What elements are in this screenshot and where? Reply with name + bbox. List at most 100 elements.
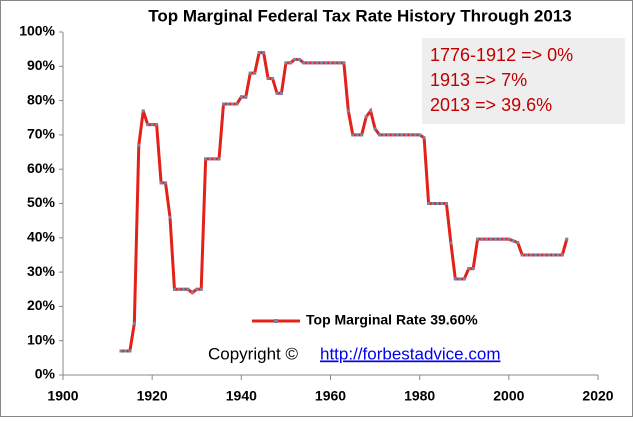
marker: [493, 237, 497, 241]
marker: [489, 237, 493, 241]
marker: [355, 133, 359, 137]
marker: [471, 267, 475, 271]
marker: [516, 241, 520, 245]
x-tick-label: 2020: [582, 388, 613, 404]
marker: [288, 61, 292, 65]
marker: [498, 237, 502, 241]
marker: [244, 95, 248, 99]
marker: [279, 91, 283, 95]
marker: [436, 202, 439, 205]
marker: [186, 287, 190, 291]
marker: [226, 102, 230, 106]
marker: [168, 215, 172, 219]
marker: [159, 181, 163, 185]
marker: [132, 322, 136, 326]
y-tick-label: 90%: [27, 57, 56, 73]
marker: [547, 253, 551, 257]
marker: [502, 237, 506, 241]
annotation: 1913 => 7%: [430, 70, 527, 90]
legend-label: Top Marginal Rate 39.60%: [306, 312, 478, 328]
marker: [119, 349, 123, 353]
annotation-box: [422, 38, 625, 124]
marker: [458, 277, 462, 281]
marker: [248, 71, 252, 75]
marker: [395, 133, 399, 137]
marker: [418, 133, 422, 137]
marker: [204, 157, 208, 161]
marker: [444, 202, 448, 205]
marker: [150, 123, 154, 127]
marker: [329, 61, 332, 65]
marker: [230, 102, 234, 106]
x-tick-label: 1920: [137, 388, 168, 404]
marker: [378, 133, 382, 137]
marker: [297, 57, 301, 61]
marker: [181, 287, 185, 291]
marker: [324, 61, 328, 65]
annotation: 2013 => 39.6%: [430, 95, 552, 115]
marker: [266, 76, 270, 80]
marker: [525, 253, 529, 257]
marker: [369, 109, 373, 113]
marker: [453, 277, 457, 281]
marker: [123, 349, 127, 353]
marker: [449, 241, 453, 245]
y-tick-label: 0%: [35, 366, 56, 382]
marker: [551, 253, 555, 257]
marker: [164, 181, 168, 185]
marker: [400, 133, 404, 137]
marker: [351, 133, 355, 137]
marker: [253, 71, 257, 75]
marker: [391, 133, 395, 137]
marker: [346, 109, 350, 113]
marker: [476, 237, 480, 241]
marker: [190, 291, 194, 295]
marker: [284, 61, 288, 65]
marker: [217, 157, 221, 161]
marker: [195, 287, 199, 291]
marker: [141, 109, 145, 113]
marker: [422, 136, 426, 140]
marker: [222, 102, 225, 106]
marker: [320, 61, 324, 65]
marker: [485, 237, 489, 241]
y-tick-label: 10%: [27, 331, 56, 347]
marker: [199, 287, 203, 291]
marker: [137, 143, 141, 147]
marker: [386, 133, 390, 137]
marker: [511, 239, 515, 243]
marker: [333, 61, 337, 65]
marker: [235, 102, 239, 106]
marker: [208, 157, 212, 161]
marker: [373, 127, 377, 131]
marker: [409, 133, 413, 137]
x-tick-label: 1980: [404, 388, 435, 404]
y-tick-label: 50%: [27, 194, 56, 210]
y-tick-label: 30%: [27, 263, 56, 279]
x-tick-label: 2000: [493, 388, 524, 404]
annotation: 1776-1912 => 0%: [430, 45, 573, 65]
chart-title: Top Marginal Federal Tax Rate History Th…: [148, 6, 572, 25]
legend-marker: [274, 319, 278, 323]
marker: [342, 61, 346, 65]
marker: [311, 61, 315, 65]
marker: [172, 287, 176, 291]
x-tick-label: 1940: [226, 388, 257, 404]
marker: [462, 277, 466, 281]
x-tick-label: 1960: [315, 388, 346, 404]
marker: [467, 267, 471, 271]
marker: [360, 133, 364, 137]
y-tick-label: 100%: [19, 23, 55, 39]
marker: [529, 253, 533, 257]
marker: [155, 123, 159, 127]
marker: [480, 237, 484, 241]
marker: [413, 133, 417, 137]
copyright: Copyright ©: [208, 344, 298, 363]
marker: [177, 287, 181, 291]
marker: [427, 202, 431, 205]
marker: [337, 61, 341, 65]
copyright-link[interactable]: http://forbestadvice.com: [320, 344, 500, 363]
marker: [302, 61, 306, 65]
marker: [431, 202, 435, 205]
